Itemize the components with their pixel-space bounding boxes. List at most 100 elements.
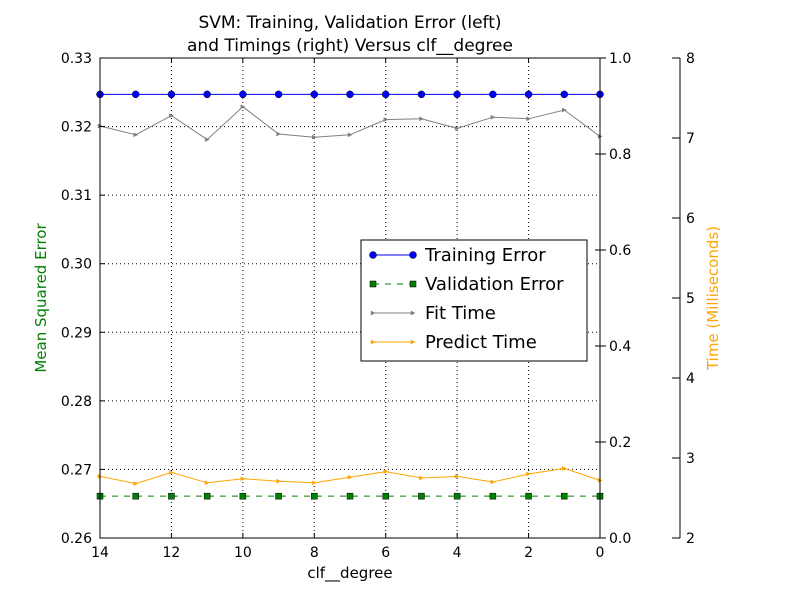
data-point: [310, 90, 319, 99]
x-tick-label: 10: [234, 545, 252, 561]
data-point: [561, 492, 568, 500]
data-point: [274, 90, 283, 99]
data-point: [240, 476, 246, 482]
data-point: [347, 132, 353, 138]
data-point: [311, 492, 318, 500]
data-point: [526, 471, 532, 477]
data-point: [275, 492, 282, 500]
data-point: [454, 125, 460, 131]
legend-marker-start: [370, 310, 376, 316]
y-tick-label: 0.26: [61, 531, 92, 547]
data-point: [562, 465, 567, 471]
time-tick-label: 6: [686, 211, 695, 227]
data-point: [346, 90, 354, 99]
legend-item: Fit Time: [370, 303, 496, 324]
data-point: [489, 90, 497, 99]
data-point: [169, 469, 174, 475]
data-point: [382, 492, 389, 500]
data-point: [240, 104, 246, 110]
data-point: [239, 90, 247, 99]
data-point: [383, 117, 389, 123]
time-tick-label: 3: [686, 451, 695, 467]
data-point: [168, 492, 175, 500]
chart-title-line-2: and Timings (right) Versus clf__degree: [187, 36, 513, 56]
data-point: [239, 492, 247, 500]
legend-item: Predict Time: [370, 332, 537, 353]
legend-label: Training Error: [424, 245, 546, 266]
y2-tick-label: 0.6: [609, 243, 631, 259]
data-point: [490, 479, 496, 485]
x-tick-label: 14: [91, 545, 109, 561]
data-point: [453, 492, 461, 500]
y-tick-label: 0.33: [61, 51, 92, 67]
y-tick-label: 0.32: [61, 120, 92, 136]
time-y-axis: 2 3 4 5 6 7 8: [672, 51, 695, 547]
legend-marker-end: [409, 251, 417, 259]
data-point: [524, 90, 533, 99]
data-point: [419, 116, 424, 122]
x-tick-label: 12: [163, 545, 181, 561]
data-point: [169, 113, 174, 119]
data-point: [203, 90, 211, 99]
legend-marker-end: [410, 339, 416, 345]
y-tick-label: 0.29: [61, 325, 92, 341]
series-predict-time: [97, 465, 603, 487]
data-point: [204, 137, 210, 143]
time-axis-label: Time (Milliseconds): [704, 226, 722, 371]
data-point: [525, 492, 532, 500]
series-layer: [96, 90, 604, 500]
legend-marker-start: [369, 280, 377, 288]
data-point: [132, 492, 139, 500]
y2-tick-label: 0.8: [609, 147, 631, 163]
time-tick-label: 5: [686, 291, 695, 307]
y-axis-label: Mean Squared Error: [32, 223, 50, 373]
chart-title-line-1: SVM: Training, Validation Error (left): [198, 13, 501, 33]
data-point: [454, 473, 460, 479]
data-point: [312, 480, 317, 486]
y-tick-label: 0.27: [61, 462, 92, 478]
x-tick-label: 6: [381, 545, 390, 561]
y-tick-label: 0.31: [61, 188, 92, 204]
data-point: [383, 469, 389, 475]
time-tick-label: 4: [686, 371, 695, 387]
series-training-error: [96, 90, 604, 99]
legend-box: [360, 239, 588, 362]
time-tick-label: 7: [686, 131, 695, 147]
time-tick-label: 8: [686, 51, 695, 67]
x-axis-label: clf__degree: [307, 564, 392, 583]
x-tick-label: 4: [453, 545, 462, 561]
legend-label: Fit Time: [425, 303, 496, 324]
x-axis: 14 12 10 8 6 4 2 0: [91, 58, 604, 561]
y2-tick-label: 0.0: [609, 531, 631, 547]
legend-item: Validation Error: [369, 274, 564, 295]
data-point: [133, 132, 139, 138]
data-point: [560, 90, 569, 99]
data-point: [131, 90, 140, 99]
plot-frame: [99, 57, 601, 539]
x-tick-label: 8: [310, 545, 319, 561]
data-point: [276, 131, 282, 137]
data-point: [347, 474, 353, 480]
legend-item: Training Error: [369, 245, 546, 266]
legend-marker-end: [409, 280, 417, 288]
data-point: [562, 107, 567, 113]
left-y-axis: 0.26 0.27 0.28 0.29 0.30 0.31 0.32 0.33: [61, 51, 105, 547]
series-fit-time: [97, 104, 603, 143]
data-point: [490, 114, 496, 120]
legend-marker-end: [410, 310, 416, 316]
data-point: [204, 480, 210, 486]
x-tick-label: 2: [524, 545, 533, 561]
data-point: [526, 116, 532, 122]
data-point: [489, 492, 497, 500]
legend: Training Error Validation Error Fit Time Pr…: [360, 239, 588, 362]
data-point: [167, 90, 176, 99]
legend-label: Predict Time: [425, 332, 537, 353]
series-validation-error: [96, 492, 604, 500]
data-point: [312, 134, 317, 140]
y2-tick-label: 1.0: [609, 51, 631, 67]
data-point: [417, 90, 426, 99]
right-y-axis: 0.0 0.2 0.4 0.6 0.8 1.0: [595, 51, 631, 547]
data-point: [453, 90, 461, 99]
